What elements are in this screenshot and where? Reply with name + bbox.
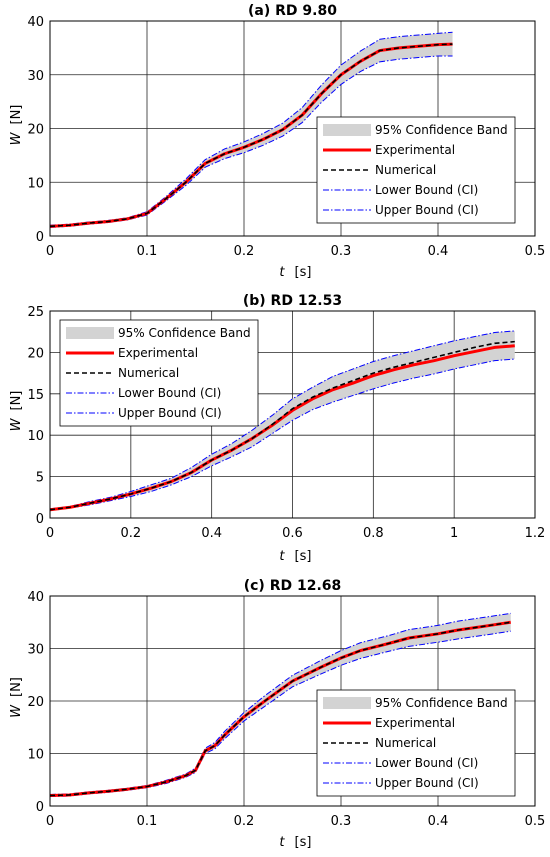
x-axis-label: t [279, 549, 285, 564]
x-tick-label: 0 [46, 526, 54, 541]
x-tick-label: 0.4 [428, 244, 449, 259]
legend-label: Lower Bound (CI) [375, 756, 478, 770]
y-axis-label-group: W [N] [9, 677, 24, 718]
axes-box [49, 310, 536, 519]
series-experimental [49, 344, 515, 512]
y-tick-label: 0 [36, 512, 44, 527]
x-axis-label: t [279, 835, 285, 850]
x-tick-label: 0.2 [234, 814, 255, 829]
legend-label: Experimental [375, 716, 455, 730]
x-tick-label: 0.8 [363, 526, 384, 541]
x-tick-label: 0.2 [120, 526, 141, 541]
legend-label: 95% Confidence Band [375, 123, 508, 137]
legend-label: Lower Bound (CI) [118, 386, 221, 400]
legend-label: Lower Bound (CI) [375, 183, 478, 197]
y-tick-label: 30 [27, 69, 44, 84]
chart-panel-2: 0 0.1 0.2 0.3 0.4 0.5 0 10 20 30 40 (c) RD 12.68 t [s… [9, 578, 545, 850]
confidence-band [50, 32, 453, 228]
x-tick-label: 0.6 [282, 526, 303, 541]
x-tick-label: 0.4 [428, 814, 449, 829]
y-axis-label: W [9, 131, 24, 145]
confidence-band [50, 613, 511, 797]
y-tick-label: 10 [27, 748, 44, 763]
legend: 95% Confidence Band Experimental Numerical… [59, 319, 259, 427]
series-upper-bound [49, 330, 515, 510]
series-numerical [49, 621, 511, 797]
y-axis-label-group: W [N] [9, 391, 24, 432]
y-tick-label: 25 [27, 305, 44, 320]
y-tick-label: 40 [27, 590, 44, 605]
series-lower-bound [49, 358, 515, 512]
chart-title: (b) RD 12.53 [243, 293, 342, 309]
y-axis-label-group: W [N] [9, 105, 24, 146]
legend-label: Numerical [118, 366, 179, 380]
x-axis-unit: [s] [295, 265, 312, 280]
y-axis-unit: [N] [9, 105, 24, 125]
axes-box [49, 20, 536, 237]
x-tick-label: 0.4 [201, 526, 222, 541]
x-tick-label: 1.2 [525, 526, 546, 541]
y-tick-label: 40 [27, 15, 44, 30]
y-tick-label: 0 [36, 800, 44, 815]
chart-title: (a) RD 9.80 [248, 3, 337, 19]
legend-label: 95% Confidence Band [118, 326, 251, 340]
x-tick-label: 0 [46, 244, 54, 259]
axes-box [49, 595, 536, 807]
y-tick-label: 20 [27, 695, 44, 710]
x-tick-label: 0.1 [137, 244, 158, 259]
y-tick-label: 10 [27, 429, 44, 444]
legend-label: Experimental [118, 346, 198, 360]
chart-panel-1: 0 0.2 0.4 0.6 0.8 1 1.2 0 5 10 15 20 25 (b) RD 12.53 t… [9, 293, 545, 564]
legend-label: 95% Confidence Band [375, 696, 508, 710]
legend-label: Numerical [375, 163, 436, 177]
legend-swatch-band [66, 327, 114, 339]
y-axis-label: W [9, 417, 24, 431]
legend-label: Upper Bound (CI) [375, 203, 479, 217]
y-tick-label: 20 [27, 346, 44, 361]
y-tick-label: 20 [27, 123, 44, 138]
x-tick-label: 0.2 [234, 244, 255, 259]
y-tick-label: 0 [36, 230, 44, 245]
x-axis-label: t [279, 265, 285, 280]
y-axis-unit: [N] [9, 391, 24, 411]
x-tick-label: 0.5 [525, 814, 546, 829]
legend: 95% Confidence Band Experimental Numerical… [316, 116, 516, 224]
legend-label: Upper Bound (CI) [375, 776, 479, 790]
x-tick-label: 0.3 [331, 244, 352, 259]
x-tick-label: 0 [46, 814, 54, 829]
legend-swatch-band [323, 124, 371, 136]
legend: 95% Confidence Band Experimental Numerical… [316, 689, 516, 797]
y-tick-label: 10 [27, 176, 44, 191]
x-axis-unit: [s] [295, 835, 312, 850]
x-tick-label: 0.3 [331, 814, 352, 829]
x-tick-label: 0.5 [525, 244, 546, 259]
x-tick-label: 1 [450, 526, 458, 541]
y-tick-label: 5 [36, 471, 44, 486]
series-numerical [49, 43, 453, 228]
y-axis-unit: [N] [9, 677, 24, 697]
legend-label: Numerical [375, 736, 436, 750]
chart-title: (c) RD 12.68 [244, 578, 342, 594]
y-tick-label: 15 [27, 388, 44, 403]
x-tick-label: 0.1 [137, 814, 158, 829]
chart-panel-0: 0 0.1 0.2 0.3 0.4 0.5 0 10 20 30 40 (a) RD 9.80 t [s]… [9, 3, 545, 280]
x-axis-unit: [s] [295, 549, 312, 564]
legend-label: Experimental [375, 143, 455, 157]
y-axis-label: W [9, 704, 24, 718]
y-tick-label: 30 [27, 643, 44, 658]
confidence-band [50, 330, 515, 511]
legend-label: Upper Bound (CI) [118, 406, 222, 420]
legend-swatch-band [323, 697, 371, 709]
